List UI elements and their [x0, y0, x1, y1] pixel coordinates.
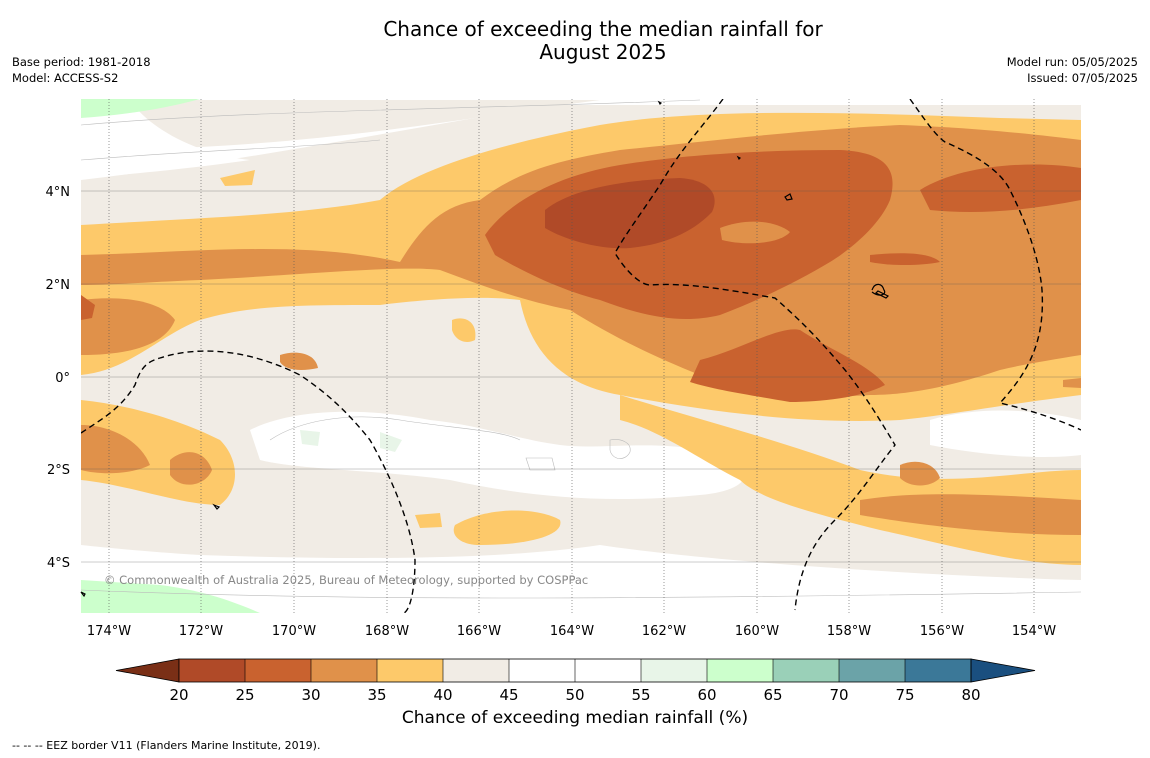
- colorbar-bin: [839, 659, 905, 682]
- colorbar-bin: [245, 659, 311, 682]
- longitude-label: 154°W: [1012, 624, 1056, 639]
- colorbar-bin: [641, 659, 707, 682]
- longitude-label: 170°W: [272, 624, 316, 639]
- model-run: Model run: 05/05/2025: [1006, 55, 1138, 69]
- longitude-label: 172°W: [179, 624, 223, 639]
- copyright-text: © Commonwealth of Australia 2025, Bureau…: [104, 573, 588, 587]
- latitude-label: 2°S: [47, 463, 70, 478]
- latitude-labels: 4°N 2°N 0° 2°S 4°S: [46, 185, 71, 571]
- colorbar-bin: [575, 659, 641, 682]
- colorbar-tick-label: 30: [301, 686, 320, 704]
- eez-legend-note: -- -- -- EEZ border V11 (Flanders Marine…: [12, 739, 321, 752]
- issued-date: Issued: 07/05/2025: [1027, 71, 1138, 85]
- rainfall-field: [81, 99, 1081, 613]
- longitude-labels: 174°W 172°W 170°W 168°W 166°W 164°W 162°W 160°W…: [87, 624, 1056, 639]
- longitude-label: 168°W: [365, 624, 409, 639]
- colorbar-tick-label: 35: [367, 686, 386, 704]
- colorbar-bin: [707, 659, 773, 682]
- latitude-label: 4°N: [46, 185, 71, 200]
- base-period: Base period: 1981-2018: [12, 55, 151, 69]
- latitude-label: 4°S: [47, 556, 70, 571]
- colorbar: 20 25 30 35 40 45 50 55 60 65 70 75 80: [115, 658, 1036, 704]
- longitude-label: 164°W: [550, 624, 594, 639]
- colorbar-bin: [773, 659, 839, 682]
- meta-left: Base period: 1981-2018 Model: ACCESS-S2: [12, 54, 151, 86]
- title-line-2: August 2025: [539, 40, 667, 64]
- colorbar-label: Chance of exceeding median rainfall (%): [401, 708, 749, 728]
- colorbar-tick-label: 25: [235, 686, 254, 704]
- longitude-label: 166°W: [457, 624, 501, 639]
- colorbar-tick-label: 50: [565, 686, 584, 704]
- island-outlines: [80, 100, 890, 598]
- graticule: [81, 99, 1081, 613]
- colorbar-tick-label: 20: [169, 686, 188, 704]
- colorbar-tick-label: 60: [697, 686, 716, 704]
- colorbar-tick-label: 55: [631, 686, 650, 704]
- colorbar-bin: [377, 659, 443, 682]
- eez-borders: [81, 99, 1081, 613]
- meta-right: Model run: 05/05/2025 Issued: 07/05/2025: [1007, 54, 1138, 86]
- colorbar-tick-label: 75: [895, 686, 914, 704]
- title-line-1: Chance of exceeding the median rainfall …: [383, 17, 823, 41]
- longitude-label: 158°W: [827, 624, 871, 639]
- latitude-label: 0°: [55, 371, 70, 386]
- colorbar-bin: [905, 659, 971, 682]
- colorbar-tick-label: 70: [829, 686, 848, 704]
- colorbar-bin: [443, 659, 509, 682]
- longitude-label: 174°W: [87, 624, 131, 639]
- map-title: Chance of exceeding the median rainfall …: [0, 18, 1150, 64]
- colorbar-tick-label: 40: [433, 686, 452, 704]
- colorbar-tick-label: 80: [961, 686, 980, 704]
- colorbar-bin: [179, 659, 245, 682]
- colorbar-bin: [509, 659, 575, 682]
- colorbar-extend-high: [970, 658, 1036, 683]
- longitude-label: 162°W: [642, 624, 686, 639]
- longitude-label: 160°W: [735, 624, 779, 639]
- latitude-label: 2°N: [46, 278, 71, 293]
- model-name: Model: ACCESS-S2: [12, 71, 119, 85]
- colorbar-extend-low: [115, 658, 180, 683]
- colorbar-tick-label: 65: [763, 686, 782, 704]
- longitude-label: 156°W: [920, 624, 964, 639]
- colorbar-bin: [311, 659, 377, 682]
- colorbar-tick-label: 45: [499, 686, 518, 704]
